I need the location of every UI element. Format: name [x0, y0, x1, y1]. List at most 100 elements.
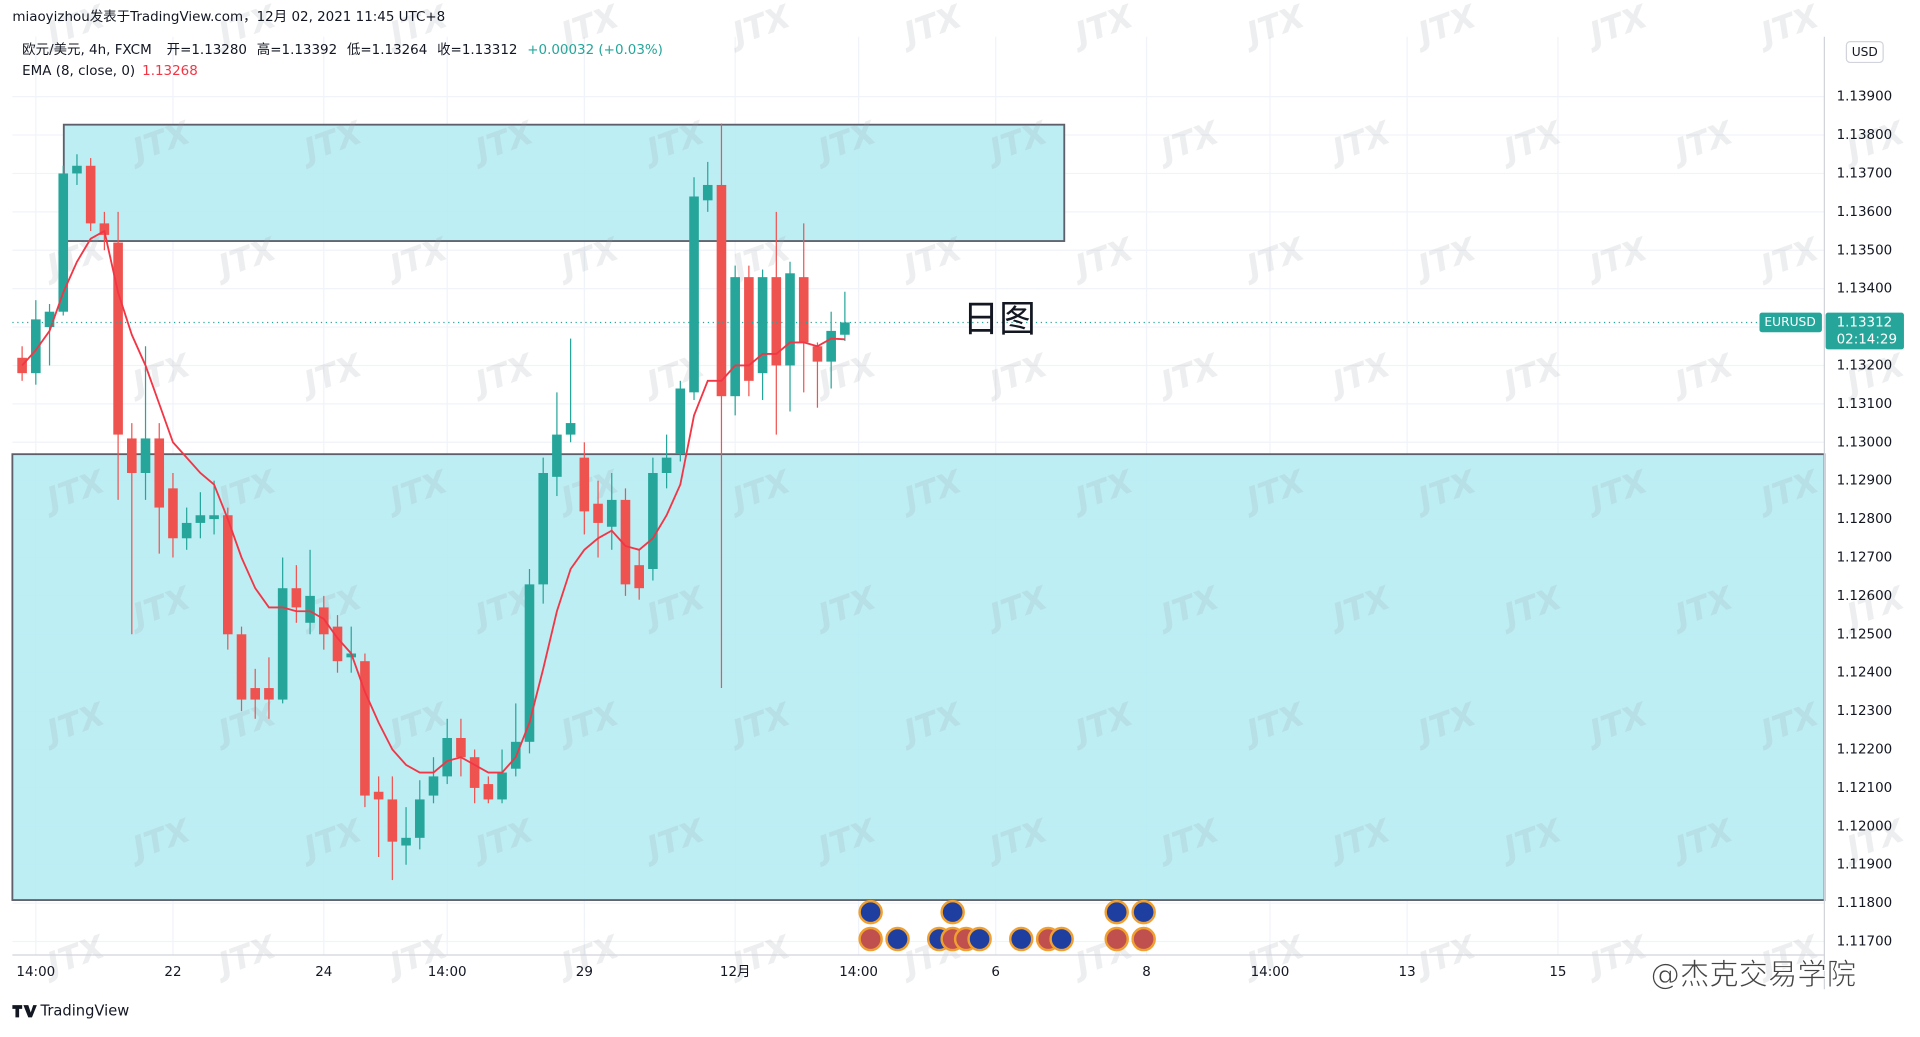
- currency-box[interactable]: [1845, 41, 1884, 64]
- event-icon[interactable]: [940, 899, 965, 925]
- candle-body: [318, 607, 329, 635]
- candle-body: [140, 438, 151, 473]
- candle-body: [250, 688, 261, 700]
- annotation: 日图: [962, 297, 1035, 340]
- event-icon[interactable]: [1131, 899, 1156, 925]
- event-icon[interactable]: [885, 926, 910, 952]
- candle-body: [606, 499, 617, 527]
- candle-body: [113, 242, 123, 435]
- candle-body: [72, 165, 82, 174]
- ohlc-label: +0.00032 (+0.03%): [527, 43, 663, 58]
- candle-body: [456, 737, 466, 758]
- event-icon[interactable]: [967, 926, 992, 952]
- candle-body: [469, 757, 480, 788]
- ohlc-label: 收=1.13312: [437, 42, 517, 58]
- y-tick-label: 1.11800: [1837, 896, 1893, 911]
- x-tick-label: 6: [991, 965, 1000, 980]
- candle-body: [593, 503, 603, 523]
- y-tick-label: 1.13000: [1837, 435, 1893, 450]
- currency: USD: [1852, 45, 1878, 59]
- last-price-label: 1.13312: [1837, 315, 1893, 330]
- ohlc-label: 高=1.13392: [257, 41, 337, 58]
- candle-body: [154, 438, 165, 508]
- candle-body: [428, 776, 439, 796]
- zone: [62, 123, 1066, 242]
- candle-body: [483, 784, 494, 800]
- event-icons: [858, 899, 1156, 952]
- candle-body: [85, 165, 96, 224]
- ohlc-legend: 开=1.13280 高=1.13392 低=1.13264 收=1.13312 +0.0…: [167, 41, 663, 58]
- zones: [11, 123, 1826, 901]
- footer: TradingView: [40, 1002, 130, 1019]
- candle-body: [414, 799, 425, 838]
- candle-body: [552, 434, 562, 477]
- event-icon[interactable]: [1131, 926, 1156, 952]
- ema-line: [21, 229, 845, 774]
- candle-body: [127, 438, 137, 473]
- ema-legend-value: 1.13268: [142, 64, 198, 79]
- candle-body: [195, 515, 206, 523]
- candle-body: [675, 388, 686, 454]
- price-box: [1825, 312, 1904, 350]
- ohlc-label: 低=1.13264: [347, 42, 427, 58]
- candle-body: [442, 737, 453, 777]
- symbol-line: 欧元/美元, 4h, FXCM: [22, 42, 152, 58]
- candle-body: [332, 626, 343, 662]
- y-tick-label: 1.12200: [1837, 743, 1893, 758]
- candle-body: [812, 346, 823, 362]
- candle-body: [31, 319, 41, 374]
- candle-body: [209, 515, 219, 520]
- y-tick-label: 1.12500: [1837, 627, 1893, 642]
- event-icon[interactable]: [1104, 899, 1129, 925]
- y-tick-label: 1.13100: [1837, 397, 1893, 412]
- x-tick-label: 22: [164, 965, 181, 980]
- candle-body: [565, 423, 576, 435]
- y-tick-label: 1.12900: [1837, 474, 1893, 489]
- candle-body: [236, 634, 247, 700]
- y-tick-label: 1.12700: [1837, 550, 1893, 565]
- candle-body: [264, 688, 274, 700]
- y-tick-label: 1.11900: [1837, 858, 1893, 873]
- chart-title: miaoyizhou发表于TradingView.com，12月 02, 202…: [12, 9, 445, 25]
- candle-body: [58, 173, 69, 312]
- candle-body: [360, 661, 370, 796]
- candle-body: [387, 799, 398, 842]
- candle-body: [373, 791, 384, 800]
- candle-body: [730, 277, 740, 397]
- y-tick-label: 1.13500: [1837, 243, 1893, 258]
- candle-body: [168, 488, 178, 539]
- candle-body: [716, 184, 727, 397]
- x-tick-label: 13: [1399, 965, 1416, 980]
- candle-body: [401, 837, 411, 846]
- x-tick-label: 29: [576, 965, 593, 980]
- candle-body: [223, 515, 233, 635]
- candle-body: [579, 457, 590, 512]
- candle-body: [648, 472, 658, 570]
- candle-body: [524, 584, 535, 742]
- y-tick-label: 1.12800: [1837, 512, 1893, 527]
- plot: [12, 123, 1825, 881]
- candle-body: [757, 277, 768, 374]
- candle-body: [634, 565, 644, 589]
- candle-body: [785, 273, 795, 366]
- tradingview-logo: [12, 1005, 37, 1018]
- y-tick-label: 1.12000: [1837, 819, 1893, 834]
- event-icon[interactable]: [858, 899, 883, 925]
- y-tick-label: 1.12400: [1837, 666, 1893, 681]
- candle-body: [277, 588, 288, 700]
- event-icon[interactable]: [1049, 926, 1074, 952]
- candle-body: [661, 457, 672, 473]
- symbol-box: [1759, 312, 1822, 333]
- candle-body: [826, 330, 836, 362]
- event-icon[interactable]: [1008, 926, 1034, 952]
- x-tick-label: 12月: [720, 965, 751, 980]
- candle-body: [44, 311, 55, 328]
- y-tick-label: 1.11700: [1837, 935, 1893, 950]
- event-icon[interactable]: [858, 926, 883, 952]
- y-tick-label: 1.12600: [1837, 589, 1893, 604]
- countdown: 02:14:29: [1837, 333, 1897, 348]
- event-icon[interactable]: [1104, 926, 1129, 952]
- x-tick-label: 14:00: [16, 965, 55, 980]
